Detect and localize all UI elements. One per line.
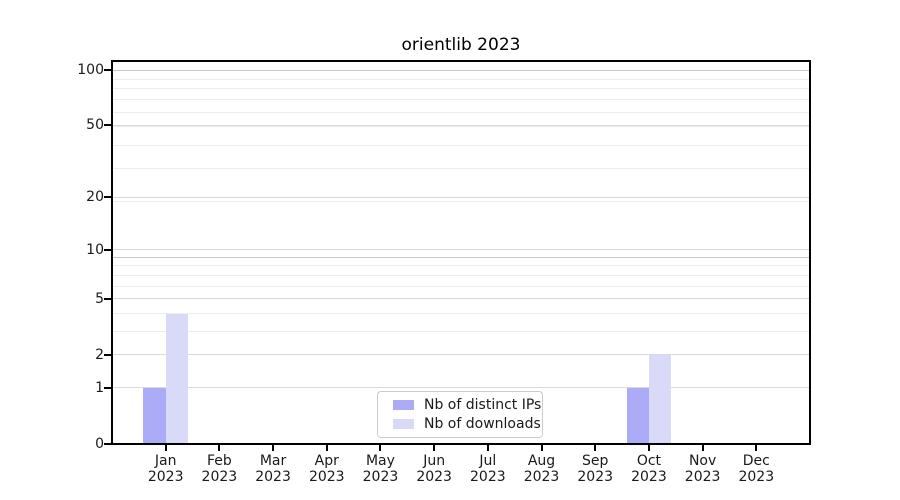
minor-gridline — [112, 285, 810, 287]
x-tick-mark — [272, 445, 275, 451]
minor-gridline — [112, 167, 810, 169]
x-tick-label: Aug 2023 — [523, 453, 560, 485]
y-tick-mark — [104, 69, 111, 72]
y-tick-mark — [104, 443, 111, 445]
x-tick-mark — [647, 445, 650, 451]
y-tick-label: 100 — [77, 62, 104, 79]
y-tick-mark — [104, 196, 111, 199]
gridline — [112, 298, 810, 300]
x-tick-mark — [379, 445, 382, 451]
gridline — [112, 354, 810, 356]
bar-oct-downloads — [648, 354, 672, 443]
decade-gridline — [112, 256, 810, 258]
gridline — [112, 69, 810, 71]
gridline — [112, 249, 810, 251]
x-tick-label: Nov 2023 — [684, 453, 721, 485]
x-tick-mark — [325, 445, 328, 451]
minor-gridline — [112, 78, 810, 80]
bar-oct-distinct-ips — [626, 387, 649, 443]
y-tick-label: 1 — [95, 379, 104, 396]
gridline — [112, 124, 810, 126]
y-tick-label: 20 — [86, 189, 104, 206]
x-tick-mark — [594, 445, 597, 451]
legend: Nb of distinct IPs Nb of downloads — [377, 391, 543, 438]
x-tick-label: Sep 2023 — [577, 453, 614, 485]
y-tick-label: 10 — [86, 241, 104, 258]
x-tick-label: Feb 2023 — [201, 453, 238, 485]
x-tick-label: Apr 2023 — [308, 453, 345, 485]
y-tick-mark — [104, 386, 111, 389]
bar-jan-downloads — [165, 313, 189, 443]
y-tick-mark — [104, 353, 111, 356]
decade-gridline — [112, 70, 810, 72]
x-tick-label: Jan 2023 — [147, 453, 184, 485]
gridline — [112, 196, 810, 198]
legend-swatch-downloads — [393, 419, 414, 429]
x-tick-mark — [540, 445, 543, 451]
minor-gridline — [112, 126, 810, 128]
plot-area: Nb of distinct IPs Nb of downloads — [111, 60, 811, 445]
x-tick-label: Oct 2023 — [631, 453, 667, 485]
x-tick-label: Dec 2023 — [738, 453, 775, 485]
minor-gridline — [112, 111, 810, 113]
y-tick-label: 2 — [95, 346, 104, 363]
y-tick-label: 5 — [95, 290, 104, 307]
x-tick-label: May 2023 — [362, 453, 399, 485]
x-tick-mark — [218, 445, 221, 451]
legend-label: Nb of distinct IPs — [424, 397, 542, 413]
right-spine — [809, 60, 811, 444]
y-axis-spine — [111, 60, 113, 444]
x-tick-mark — [433, 445, 436, 451]
x-tick-mark — [164, 445, 167, 451]
top-spine — [111, 60, 811, 62]
minor-gridline — [112, 331, 810, 333]
chart-title: orientlib 2023 — [401, 35, 521, 55]
minor-gridline — [112, 99, 810, 101]
legend-item-distinct-ips: Nb of distinct IPs — [393, 397, 542, 413]
x-tick-mark — [755, 445, 758, 451]
y-tick-mark — [104, 297, 111, 300]
y-tick-mark — [104, 124, 111, 127]
gridline — [112, 387, 810, 389]
minor-gridline — [112, 144, 810, 146]
x-axis-spine — [111, 443, 811, 445]
minor-gridline — [112, 313, 810, 315]
legend-item-downloads: Nb of downloads — [393, 416, 542, 432]
bar-jan-distinct-ips — [143, 387, 166, 443]
x-tick-mark — [486, 445, 489, 451]
legend-label: Nb of downloads — [424, 416, 541, 432]
y-tick-label: 50 — [86, 117, 104, 134]
minor-gridline — [112, 88, 810, 90]
y-tick-label: 0 — [95, 436, 104, 452]
minor-gridline — [112, 200, 810, 202]
legend-swatch-distinct-ips — [393, 400, 414, 410]
x-tick-label: Jun 2023 — [416, 453, 452, 485]
y-tick-mark — [104, 248, 111, 251]
minor-gridline — [112, 274, 810, 276]
x-tick-label: Mar 2023 — [255, 453, 291, 485]
x-tick-mark — [701, 445, 704, 451]
x-tick-label: Jul 2023 — [470, 453, 506, 485]
minor-gridline — [112, 265, 810, 267]
